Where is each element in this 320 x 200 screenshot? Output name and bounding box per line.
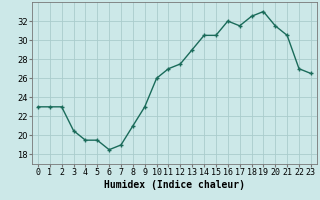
X-axis label: Humidex (Indice chaleur): Humidex (Indice chaleur) [104, 180, 245, 190]
